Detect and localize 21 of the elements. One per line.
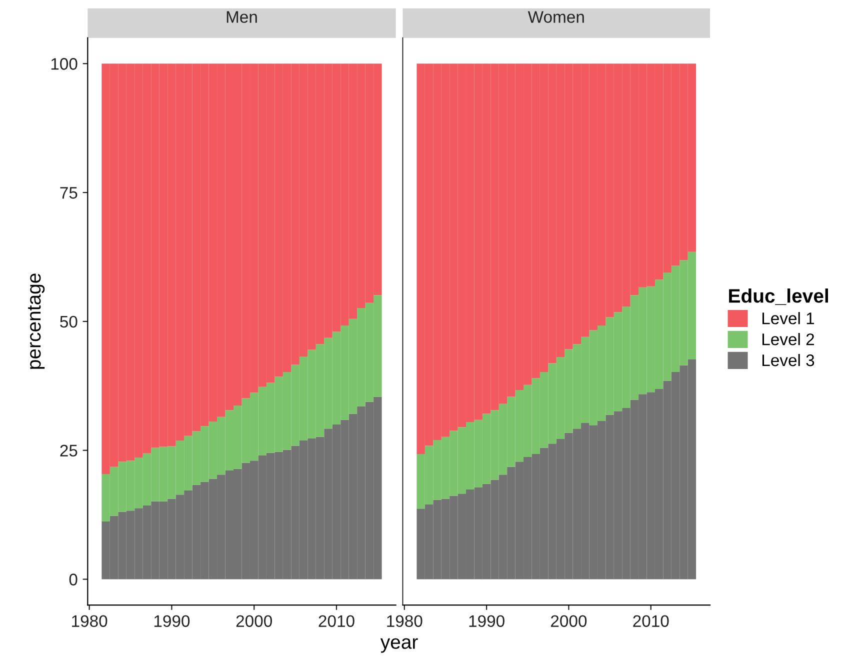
legend-title: Educ_level: [729, 288, 828, 305]
x-axis-title: year: [380, 638, 418, 653]
y-tick-label: 0: [69, 574, 78, 586]
x-tick-label: 2000: [236, 615, 272, 627]
y-tick-label: 25: [60, 444, 78, 457]
x-tick-label: 2010: [318, 615, 354, 627]
x-tick-label: 2010: [633, 615, 669, 627]
x-tick-label: 1980: [72, 615, 108, 627]
x-tick-label: 1990: [469, 615, 504, 627]
chart-title: Women: [528, 11, 584, 23]
legend-label: Level 3: [762, 354, 814, 366]
y-tick-label: 75: [60, 187, 78, 199]
legend-label: Level 1: [762, 312, 814, 324]
x-tick-label: 2000: [551, 615, 587, 627]
legend-label: Level 2: [762, 333, 814, 346]
x-tick-label: 1980: [387, 615, 422, 627]
chart-title: Men: [226, 11, 257, 23]
y-tick-label: 100: [51, 58, 78, 70]
y-tick-label: 50: [60, 316, 78, 328]
y-axis-title: percentage: [28, 274, 45, 369]
x-tick-label: 1990: [154, 615, 190, 627]
